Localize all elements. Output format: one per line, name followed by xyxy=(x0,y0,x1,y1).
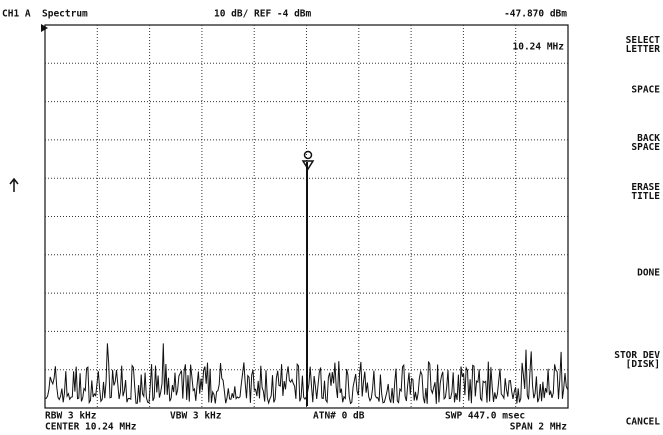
softkey-label: DONE xyxy=(637,268,660,279)
center: CENTER 10.24 MHz xyxy=(45,422,137,433)
softkey-label: LETTER xyxy=(626,44,661,55)
atten: ATN# 0 dB xyxy=(313,411,365,422)
sweep: SWP 447.0 msec xyxy=(445,411,525,422)
ref-arrow xyxy=(9,177,19,192)
softkey-label: STOR DEV xyxy=(614,350,660,361)
marker-level: -47.870 dBm xyxy=(504,9,567,20)
marker-freq: 10.24 MHz xyxy=(513,42,565,53)
softkey-label: CANCEL xyxy=(626,417,661,428)
marker-triangle xyxy=(301,160,315,171)
softkey-label: SELECT xyxy=(626,35,661,46)
softkey-label: BACK xyxy=(637,133,660,144)
marker xyxy=(303,150,313,160)
vbw: VBW 3 kHz xyxy=(170,411,222,422)
channel: CH1 A xyxy=(2,9,31,20)
softkey-label: [DISK] xyxy=(626,359,660,370)
scale: 10 dB/ REF -4 dBm xyxy=(214,9,312,20)
mode: Spectrum xyxy=(42,9,88,20)
softkey-label: ERASE xyxy=(631,182,660,193)
softkey-label: SPACE xyxy=(631,142,660,153)
span: SPAN 2 MHz xyxy=(510,422,567,433)
softkey-label: SPACE xyxy=(631,85,660,96)
rbw: RBW 3 kHz xyxy=(45,411,97,422)
softkey-label: TITLE xyxy=(631,191,660,202)
